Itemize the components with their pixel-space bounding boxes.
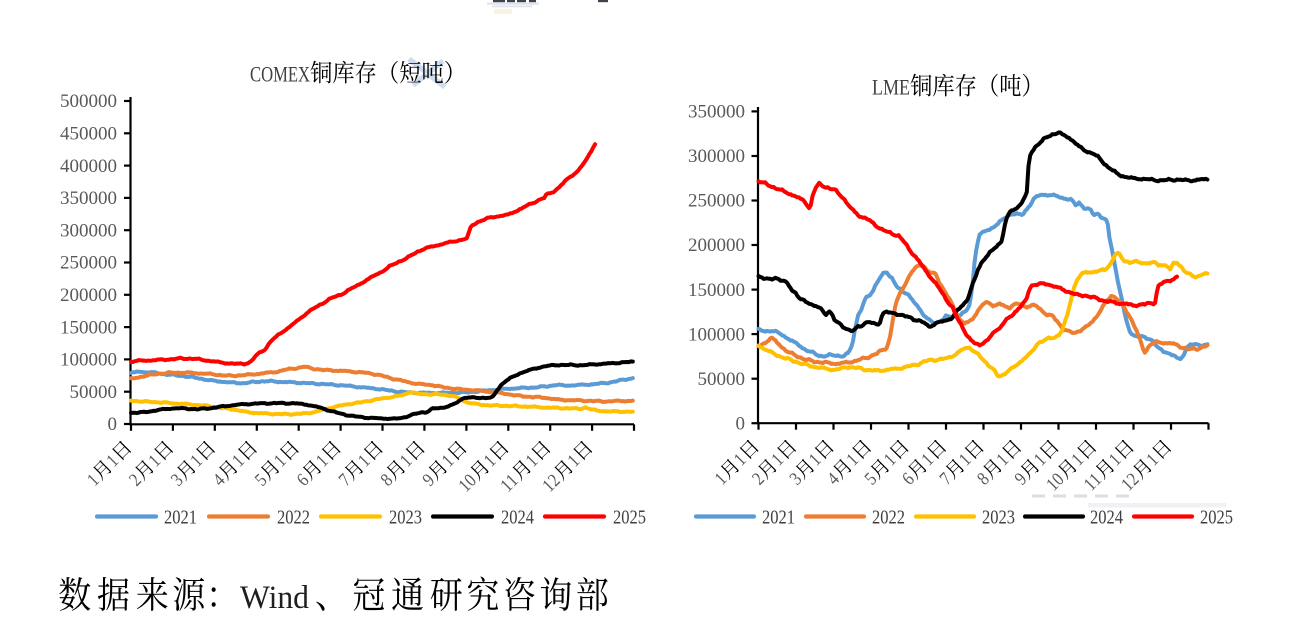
svg-text:2025: 2025 [613,508,646,529]
svg-text:2022: 2022 [277,508,310,529]
svg-text:2023: 2023 [389,508,422,529]
svg-text:2021: 2021 [762,508,795,529]
svg-text:2024: 2024 [501,508,534,529]
svg-text:150000: 150000 [60,317,117,338]
svg-text:Wind: Wind [240,580,309,616]
svg-text:400000: 400000 [60,156,117,177]
svg-text:0: 0 [736,413,746,434]
svg-text:250000: 250000 [688,191,745,212]
svg-text:300000: 300000 [688,146,745,167]
svg-text:100000: 100000 [60,350,117,371]
svg-text:2024: 2024 [1090,508,1123,529]
svg-text:200000: 200000 [60,285,117,306]
svg-text:200000: 200000 [688,235,745,256]
svg-text:100000: 100000 [688,324,745,345]
svg-text:2023: 2023 [982,508,1015,529]
svg-text:350000: 350000 [60,188,117,209]
svg-text:2022: 2022 [872,508,905,529]
svg-text:COMEX: COMEX [250,62,310,87]
svg-text:350000: 350000 [688,102,745,123]
svg-text:250000: 250000 [60,253,117,274]
svg-text:LME: LME [872,75,910,100]
svg-text:500000: 500000 [60,91,117,112]
svg-text:50000: 50000 [698,369,746,390]
svg-text:150000: 150000 [688,280,745,301]
svg-text:300000: 300000 [60,220,117,241]
svg-text:2021: 2021 [164,508,197,529]
svg-text:450000: 450000 [60,124,117,145]
svg-text:2025: 2025 [1200,508,1233,529]
svg-text:0: 0 [108,414,118,435]
svg-text:50000: 50000 [70,382,118,403]
